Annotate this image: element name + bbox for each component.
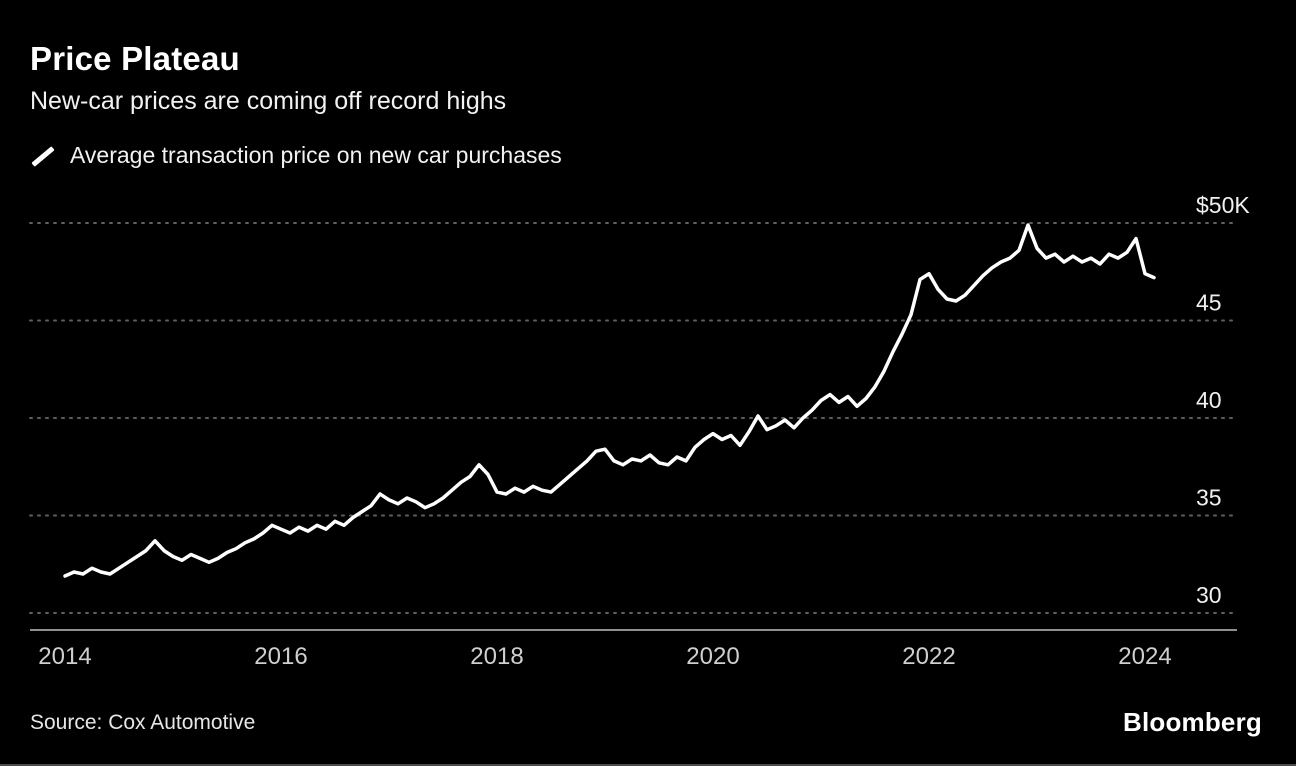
y-axis-label: 40: [1196, 387, 1222, 413]
x-axis-label: 2016: [254, 643, 307, 670]
line-series-swatch-icon: [31, 146, 55, 167]
y-axis-label: $50K: [1196, 192, 1250, 218]
y-axis-label: 30: [1196, 582, 1222, 608]
line-chart: 30 35 40 45 $50K 2014 2016 2018 2020 2022 2024: [29, 192, 1250, 670]
legend: Average transaction price on new car pur…: [30, 142, 562, 169]
price-line-series: [63, 223, 1156, 578]
y-axis-label: 45: [1196, 290, 1222, 316]
bottom-divider: [0, 764, 1296, 766]
x-axis-label: 2020: [686, 643, 739, 670]
legend-label: Average transaction price on new car pur…: [70, 142, 562, 168]
x-axis-label: 2024: [1118, 643, 1171, 670]
x-axis-label: 2014: [38, 643, 91, 670]
y-axis-label: 35: [1196, 485, 1222, 511]
x-axis-label: 2018: [470, 643, 523, 670]
bloomberg-logo: Bloomberg: [1122, 707, 1262, 737]
chart-title: Price Plateau: [30, 40, 240, 77]
source-note: Source: Cox Automotive: [30, 711, 256, 734]
chart-subtitle: New-car prices are coming off record hig…: [30, 87, 507, 115]
x-axis-label: 2022: [902, 643, 955, 670]
